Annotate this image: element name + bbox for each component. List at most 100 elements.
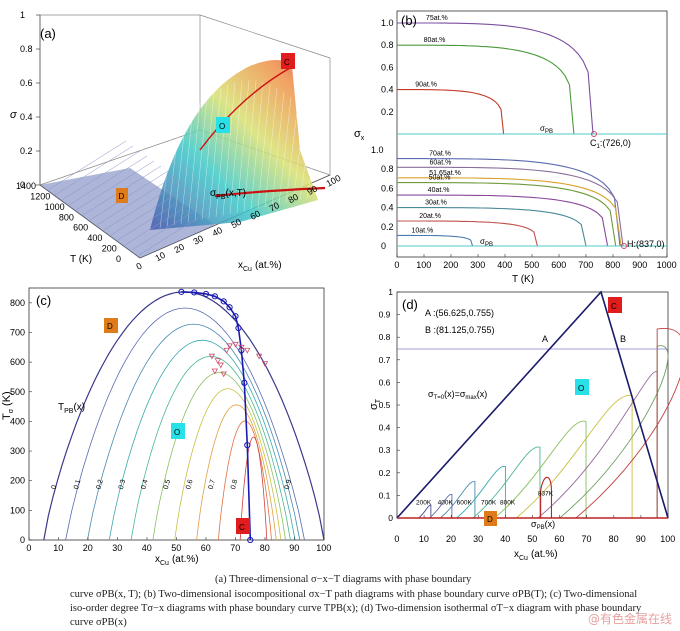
panel-b-top-curve-label: 80at.%	[424, 37, 446, 44]
caption-line-1: (a) Three-dimensional σ−x−T diagrams wit…	[215, 574, 472, 585]
panel-a-plane-line	[124, 195, 204, 246]
panel-d-equation: σT=0(x)=σmax(x)	[428, 389, 487, 401]
panel-d-isotherm-curve	[440, 481, 476, 519]
panel-b-bottom-y-tick-label: 0.8	[381, 164, 394, 174]
panel-c-region-o: O	[174, 428, 180, 437]
panel-c-boundary-point	[247, 536, 254, 544]
panel-a-plane-line	[68, 155, 148, 206]
panel-c-label: (c)	[36, 293, 51, 308]
panel-c-y-tick-label: 0	[20, 535, 25, 545]
panel-b-bottom-curve-label: 40at.%	[428, 187, 450, 194]
panel-a-plane-line	[89, 170, 169, 221]
panel-c-x-tick-label: 80	[260, 543, 270, 553]
panel-b-x-tick-label: 900	[632, 260, 647, 270]
panel-a-mesh-line	[299, 115, 313, 201]
panel-b-bottom-y-tick-label: 1.0	[371, 145, 384, 155]
panel-d-y-tick-label: 0	[388, 513, 393, 523]
panel-b-top-y-tick-label: 0.4	[381, 85, 394, 95]
panel-a-x-tick-label: 0	[134, 261, 143, 272]
panel-c-order-label: 0.5	[163, 479, 172, 490]
panel-a-x-label: xCu (at.%)	[238, 260, 282, 273]
panel-d-label: (d)	[402, 297, 418, 312]
panel-d-x-tick-label: 90	[636, 534, 646, 544]
panel-b-bottom-curve-label: 20at.%	[419, 213, 441, 220]
panel-a-x-tick-label: 90	[305, 183, 319, 197]
panel-d-region-o-badge	[575, 379, 589, 395]
panel-b-x-tick-label: 500	[524, 260, 539, 270]
panel-c-boundary-point	[241, 379, 248, 386]
panel-b-c1-marker	[591, 131, 597, 137]
panel-a-z-tick-label: 0	[20, 180, 25, 190]
panel-d-isotherm-label: 400K	[438, 499, 454, 506]
panel-b-bottom-curve	[397, 207, 587, 247]
panel-a-z-tick-label: 0.8	[20, 44, 33, 54]
panel-c-boundary-point	[220, 298, 227, 305]
panel-a-t-tick-label: 0	[116, 254, 121, 264]
panel-d-y-tick-label: 0.1	[379, 490, 391, 500]
panel-a-order-surface	[150, 60, 318, 230]
panel-a-x-tick-label: 50	[229, 217, 243, 231]
panel-c-order-label: 0.4	[140, 479, 149, 490]
panel-b-point-c1: C1:(726,0)	[590, 138, 631, 150]
panel-d-y-label: σT	[368, 398, 382, 410]
panel-c-x-tick-label: 70	[230, 543, 240, 553]
panel-c-x-tick-label: 60	[201, 543, 211, 553]
panel-d-isotherm-label: 800K	[500, 499, 516, 506]
panel-b-top-curve-label: 75at.%	[426, 15, 448, 22]
panel-a-z-tick-label: 1	[20, 10, 25, 20]
panel-a-t-tick-label: 800	[59, 212, 74, 222]
panel-a-x-tick-label: 100	[324, 173, 342, 189]
panel-d-point-b-coords: B :(81.125,0.755)	[425, 325, 495, 335]
panel-a-disorder-plane	[40, 168, 215, 258]
panel-a-t-label: T (K)	[70, 254, 92, 265]
panel-d-y-tick-label: 0.7	[379, 355, 391, 365]
panel-c-order-label: 0.2	[96, 479, 105, 490]
panel-c-x-tick-label: 20	[83, 543, 93, 553]
panel-d-region-c-badge	[608, 297, 622, 313]
panel-c-region-c-badge	[236, 518, 250, 534]
panel-c-y-tick-label: 500	[10, 387, 25, 397]
panel-c-boundary-point	[178, 288, 185, 295]
panel-d-x-tick-label: 50	[527, 534, 537, 544]
panel-c-transition-marker	[208, 353, 216, 360]
panel-c-transition-marker	[232, 341, 239, 348]
panel-b-bottom-curve-label: 51.65at.%	[429, 170, 461, 177]
panel-b-top-curve-label: 90at.%	[415, 82, 437, 89]
panel-d-y-tick-label: 0.2	[379, 468, 391, 478]
panel-c-transition-marker	[244, 347, 251, 354]
panel-b-top-y-tick-label: 0.6	[381, 62, 394, 72]
panel-d-isotherm-curve	[559, 345, 669, 519]
panel-c-iso-order-curve	[87, 323, 301, 541]
panel-a-label: (a)	[40, 26, 56, 41]
panel-a-mesh-line	[173, 115, 187, 226]
panel-a-t-tick-label: 1000	[45, 202, 65, 212]
panel-d-region-d-badge	[484, 511, 497, 526]
panel-b-x-tick-label: 300	[470, 260, 485, 270]
panel-a-plane-line	[54, 145, 134, 196]
panel-c-x-tick-label: 10	[53, 543, 63, 553]
panel-c-order-label: 0.7	[208, 479, 217, 490]
panel-c-iso-order-curve	[65, 307, 305, 541]
panel-a-mesh-line	[264, 87, 278, 208]
panel-d-y-tick-label: 1	[388, 287, 393, 297]
panel-c-iso-order-curve	[239, 436, 268, 541]
panel-a-plane-line	[47, 140, 127, 191]
panel-c-boundary-point	[232, 313, 239, 320]
panel-c-y-tick-label: 100	[10, 505, 25, 515]
panel-a-peak-curve	[199, 67, 291, 151]
panel-b-y-label: σx	[354, 128, 365, 142]
panel-d-pb-label: σPB(x)	[531, 519, 555, 531]
panel-c-transition-marker	[226, 343, 233, 350]
panel-d-isotherm-label: 600K	[457, 499, 473, 506]
panel-a-surface-mesh	[47, 79, 320, 256]
panel-a-t-tick-label: 400	[87, 233, 102, 243]
panel-b-bottom-curve	[397, 158, 621, 247]
panel-b-bottom-y-tick-label: 0	[381, 241, 386, 251]
panel-d-y-tick-label: 0.5	[379, 400, 391, 410]
panel-c-iso-order-curve	[196, 404, 277, 541]
panel-b-x-tick-label: 0	[394, 260, 399, 270]
panel-c-transition-marker	[220, 371, 227, 378]
panel-a-x-tick-label: 30	[191, 233, 205, 247]
panel-a-frame-back	[40, 14, 331, 59]
figure-canvas: 00.20.40.60.81 0200400600800100012001400…	[1, 10, 680, 567]
